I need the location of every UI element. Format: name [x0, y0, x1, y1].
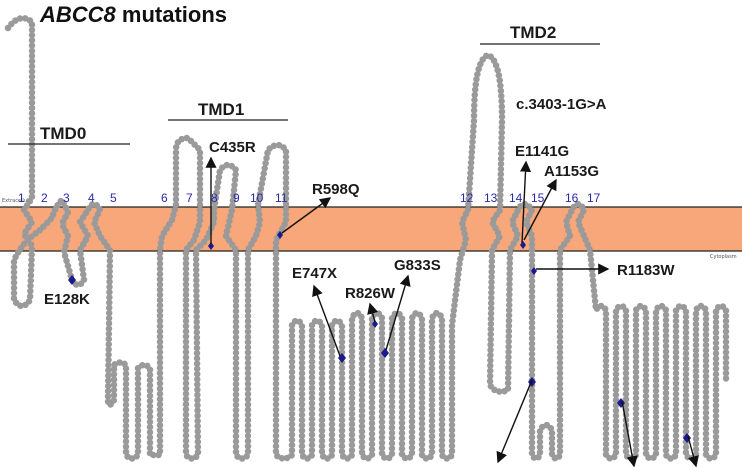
diagram-title: ABCC8 mutations: [40, 2, 227, 28]
cytoplasm-label: Cytoplasm: [710, 254, 737, 260]
arrow-c-term-b: [687, 435, 699, 467]
mutation-label-e128k: E128K: [44, 291, 90, 308]
mutation-label-r1183w: R1183W: [617, 262, 675, 279]
helix-number-10: 10: [250, 191, 264, 205]
arrow-r598q: [281, 197, 332, 234]
mutation-label-r826w: R826W: [345, 285, 396, 302]
arrow-r826w: [367, 302, 379, 323]
mutation-site-r598q: [277, 231, 283, 239]
title-suffix: mutations: [121, 2, 228, 27]
helix-number-11: 11: [275, 191, 288, 205]
mutation-site-g833s: [381, 348, 389, 358]
arrow-a1153g: [523, 178, 557, 241]
mutation-label-a1153g: A1153G: [544, 163, 599, 180]
helix-number-15: 15: [531, 191, 545, 205]
mutation-label-r598q: R598Q: [312, 181, 360, 198]
domain-label-tmd0: TMD0: [40, 124, 86, 143]
helix-number-8: 8: [211, 191, 218, 205]
mutation-label-e1141g: E1141G: [515, 143, 569, 160]
arrow-e1141g: [519, 160, 532, 244]
mutation-label-e747x: E747X: [292, 265, 337, 282]
helix-number-5: 5: [110, 191, 117, 205]
mutation-label-c435r: C435R: [209, 139, 256, 156]
gene-name: ABCC8: [40, 2, 116, 27]
mutation-label-splice: c.3403-1G>A: [516, 96, 607, 113]
arrow-lower-tmd2: [496, 379, 533, 464]
helix-number-4: 4: [88, 191, 95, 205]
domain-label-tmd2: TMD2: [510, 23, 556, 42]
helix-number-6: 6: [161, 191, 168, 205]
domain-label-tmd1: TMD1: [198, 100, 244, 119]
helix-number-9: 9: [233, 191, 240, 205]
mutation-site-e1141g: [520, 241, 526, 249]
mutation-site-e128k: [68, 275, 76, 285]
helix-number-14: 14: [509, 191, 523, 205]
helix-number-1: 1: [18, 191, 25, 205]
mutation-site-c435r: [208, 242, 214, 250]
helix-number-12: 12: [460, 191, 474, 205]
helix-number-16: 16: [565, 191, 579, 205]
helix-number-3: 3: [63, 191, 70, 205]
mutation-site-r826w: [372, 320, 378, 328]
mutation-site-r1183w: [531, 267, 537, 275]
helix-number-13: 13: [484, 191, 498, 205]
helix-number-2: 2: [41, 191, 48, 205]
mutation-label-g833s: G833S: [394, 257, 441, 274]
arrow-g833s: [385, 274, 411, 351]
arrow-e747x: [312, 284, 341, 357]
extracellular-label: Extracellular: [2, 198, 34, 204]
helix-number-17: 17: [587, 191, 601, 205]
membrane-band: [0, 207, 742, 251]
helix-number-7: 7: [186, 191, 193, 205]
arrow-c-term-a: [621, 400, 638, 467]
